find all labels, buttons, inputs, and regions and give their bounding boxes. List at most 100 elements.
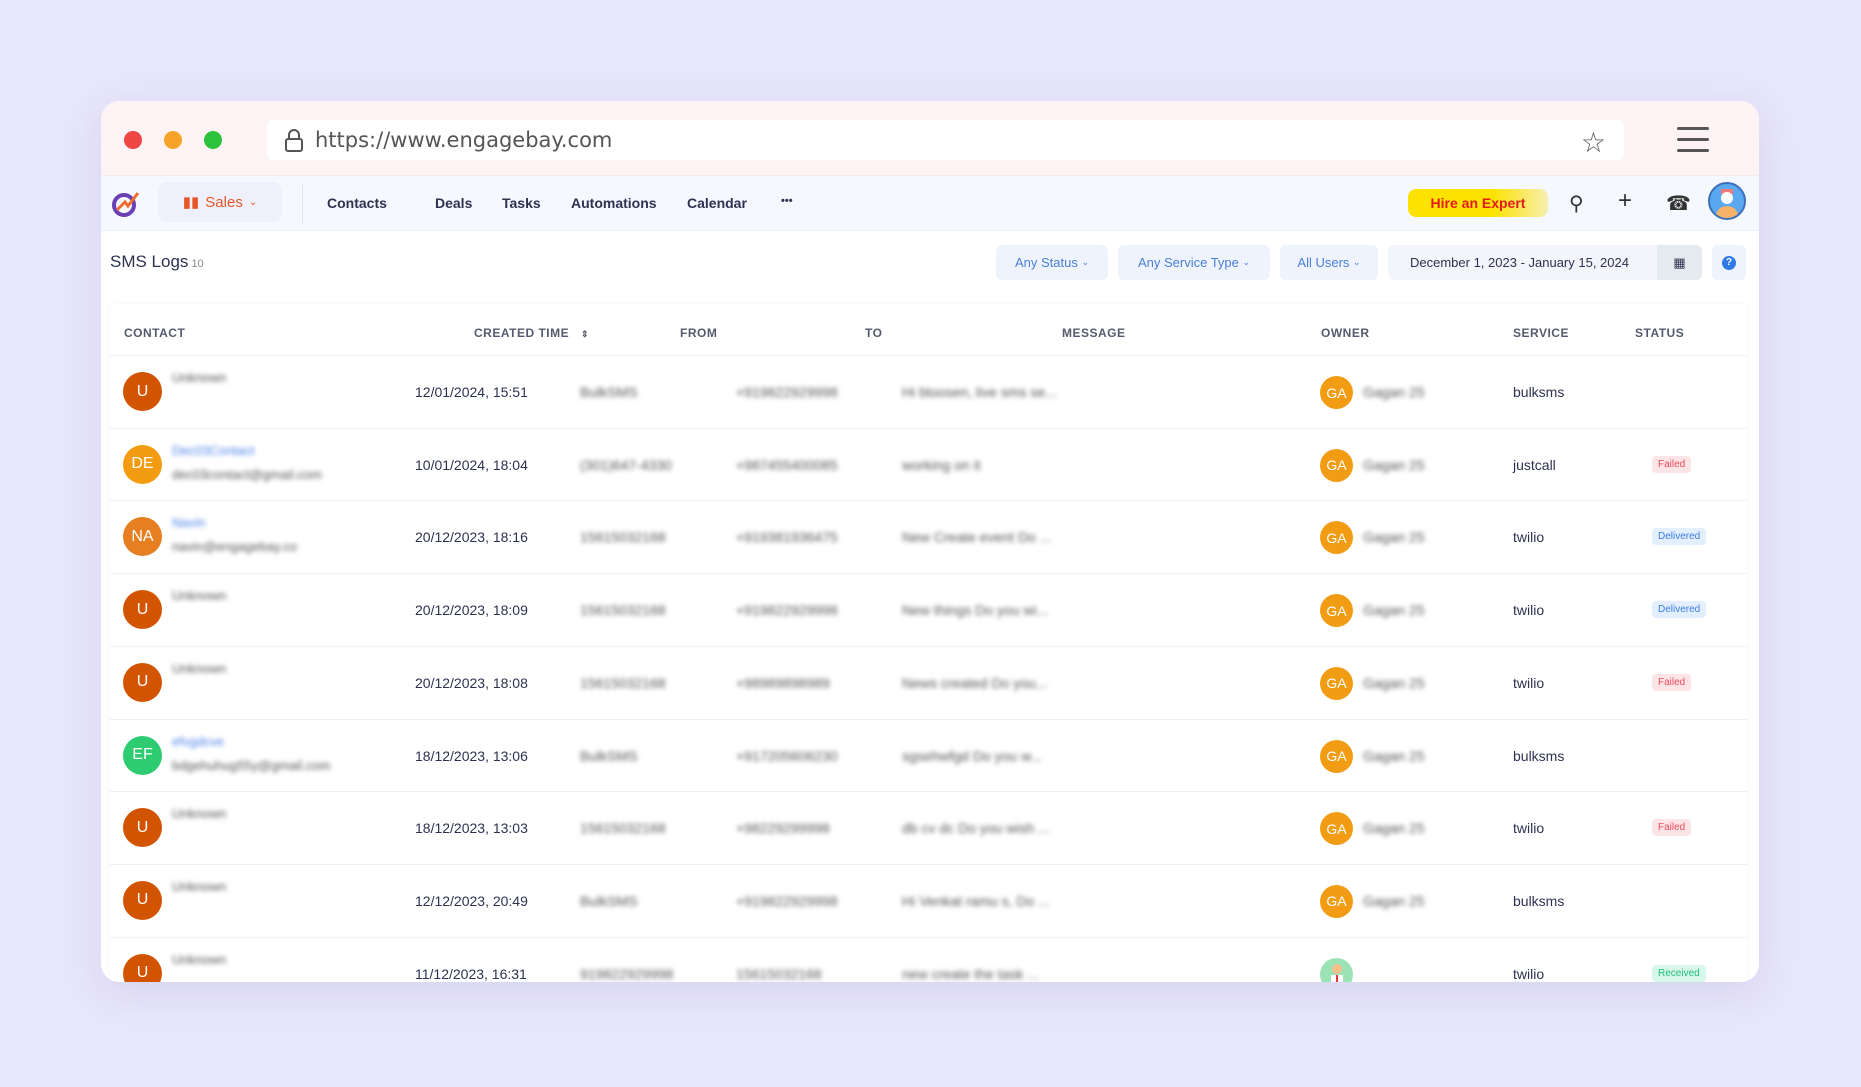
owner-name: Gagan 25 [1363, 602, 1425, 619]
user-avatar[interactable] [1708, 182, 1746, 220]
owner-avatar: GA [1320, 739, 1353, 773]
to-number: +98229299998 [736, 820, 830, 837]
status-badge: Failed [1652, 819, 1692, 837]
contact-name[interactable]: Unknown [172, 660, 227, 676]
nav-automations[interactable]: Automations [571, 195, 657, 211]
table-row[interactable]: U Unknown 12/01/2024, 15:51 BulkSMS +919… [110, 355, 1747, 428]
header-contact: CONTACT [124, 326, 186, 340]
chevron-down-icon: ⌄ [1242, 257, 1251, 267]
engagebay-logo[interactable] [111, 188, 141, 221]
contact-avatar: U [123, 880, 162, 920]
contact-name[interactable]: Dec03Contact [172, 442, 255, 458]
owner-name: Gagan 25 [1363, 892, 1425, 909]
sms-logs-table: CONTACT CREATED TIME ⇕ FROM TO MESSAGE O… [110, 304, 1747, 982]
users-filter-label: All Users [1297, 255, 1350, 270]
status-badge: Failed [1652, 673, 1692, 691]
created-time: 12/01/2024, 15:51 [415, 384, 528, 400]
owner-name: Gagan 25 [1363, 456, 1425, 473]
chevron-down-icon: ⌄ [1081, 257, 1090, 267]
more-icon[interactable]: ••• [781, 195, 793, 207]
status-filter-label: Any Status [1014, 255, 1078, 270]
service-filter[interactable]: Any Service Type ⌄ [1118, 245, 1270, 280]
status-filter[interactable]: Any Status ⌄ [996, 245, 1108, 280]
table-row[interactable]: U Unknown 18/12/2023, 13:03 15615032168 … [110, 791, 1747, 864]
divider [302, 184, 303, 224]
contact-email: bdgehuhug55y@gmail.com [172, 757, 331, 773]
close-dot[interactable] [124, 131, 142, 149]
table-row[interactable]: U Unknown 20/12/2023, 18:08 15615032168 … [110, 645, 1747, 719]
created-time: 18/12/2023, 13:06 [415, 747, 528, 764]
service-name: twilio [1513, 674, 1545, 691]
contact-avatar: EF [123, 735, 162, 775]
message-preview[interactable]: New Create event Do ... [902, 529, 1052, 546]
contact-name[interactable]: Unknown [172, 806, 227, 822]
to-number: +987455400085 [736, 456, 838, 473]
minimize-dot[interactable] [164, 131, 182, 149]
table-row[interactable]: U Unknown 20/12/2023, 18:09 15615032168 … [110, 573, 1747, 646]
bookmark-star-icon[interactable]: ☆ [1580, 126, 1606, 159]
contact-avatar: NA [123, 517, 162, 557]
sort-icon[interactable]: ⇕ [580, 329, 589, 339]
owner-avatar: GA [1320, 594, 1353, 628]
service-name: twilio [1513, 529, 1545, 546]
message-preview[interactable]: New things Do you wi... [902, 602, 1049, 619]
to-number: 15615032168 [736, 965, 822, 982]
table-row[interactable]: U Unknown 12/12/2023, 20:49 BulkSMS +919… [110, 863, 1747, 937]
maximize-dot[interactable] [204, 131, 222, 149]
search-icon[interactable]: ⚲ [1569, 193, 1584, 215]
contact-name[interactable]: efvgdcve [172, 733, 225, 749]
header-created-time[interactable]: CREATED TIME ⇕ [474, 326, 589, 340]
service-name: twilio [1513, 965, 1545, 982]
sales-label: Sales [205, 193, 243, 211]
nav-tasks[interactable]: Tasks [502, 195, 541, 211]
message-preview[interactable]: new create the task ... [902, 965, 1039, 982]
calendar-icon[interactable]: ▦ [1657, 245, 1702, 280]
title-text: SMS Logs [110, 252, 189, 271]
hire-expert-button[interactable]: Hire an Expert [1408, 189, 1548, 217]
table-row[interactable]: EF efvgdcve bdgehuhug55y@gmail.com 18/12… [110, 718, 1747, 792]
to-number: +919381936475 [736, 529, 838, 546]
service-name: bulksms [1513, 892, 1565, 909]
table-row[interactable]: DE Dec03Contact dec03contact@gmail.com 1… [110, 427, 1747, 501]
menu-icon[interactable] [1677, 127, 1709, 160]
contact-name[interactable]: Unknown [172, 878, 227, 894]
contact-name[interactable]: Unknown [172, 370, 227, 385]
message-preview[interactable]: working on it [902, 456, 981, 473]
help-button[interactable]: ? [1712, 245, 1746, 280]
contact-avatar: DE [123, 444, 162, 484]
page-header: SMS Logs 10 Any Status ⌄ Any Service Type… [101, 231, 1759, 291]
contact-name[interactable]: Unknown [172, 951, 227, 967]
message-preview[interactable]: db cv dc Do you wish ... [902, 820, 1050, 837]
contact-name[interactable]: Navin [172, 515, 206, 531]
sales-module-dropdown[interactable]: ▮▮ Sales ⌄ [158, 182, 282, 222]
plus-icon[interactable]: + [1618, 187, 1633, 214]
nav-deals[interactable]: Deals [435, 195, 473, 211]
header-from: FROM [680, 326, 718, 340]
header-created-label: CREATED TIME [474, 326, 570, 340]
message-preview[interactable]: Hi bloosen, live sms se... [902, 384, 1057, 400]
message-preview[interactable]: sgsehwfgd Do you w... [902, 747, 1043, 764]
message-preview[interactable]: Hi Venkat ramu s, Do ... [902, 892, 1050, 909]
bar-chart-icon: ▮▮ [182, 194, 200, 211]
table-row[interactable]: U Unknown 11/12/2023, 16:31 919822929998… [110, 936, 1747, 982]
created-time: 20/12/2023, 18:09 [415, 602, 528, 619]
date-range-picker[interactable]: December 1, 2023 - January 15, 2024 ▦ [1388, 245, 1702, 280]
address-bar[interactable]: https://www.engagebay.com ☆ [267, 120, 1624, 160]
phone-icon[interactable]: ☎ [1666, 193, 1691, 215]
message-preview[interactable]: News created Do you... [902, 674, 1048, 691]
service-name: twilio [1513, 602, 1545, 619]
contact-avatar: U [123, 662, 162, 702]
owner-name: Gagan 25 [1363, 384, 1425, 400]
users-filter[interactable]: All Users ⌄ [1280, 245, 1378, 280]
table-row[interactable]: NA Navin navin@engagebay.co 20/12/2023, … [110, 500, 1747, 573]
contact-avatar: U [123, 808, 162, 848]
created-time: 10/01/2024, 18:04 [415, 456, 528, 473]
from-number: BulkSMS [580, 892, 638, 909]
created-time: 20/12/2023, 18:16 [415, 529, 528, 546]
from-number: BulkSMS [580, 747, 638, 764]
header-to: TO [865, 326, 883, 340]
nav-contacts[interactable]: Contacts [327, 195, 387, 211]
created-time: 11/12/2023, 16:31 [415, 965, 527, 982]
contact-name[interactable]: Unknown [172, 588, 227, 604]
nav-calendar[interactable]: Calendar [687, 195, 747, 211]
